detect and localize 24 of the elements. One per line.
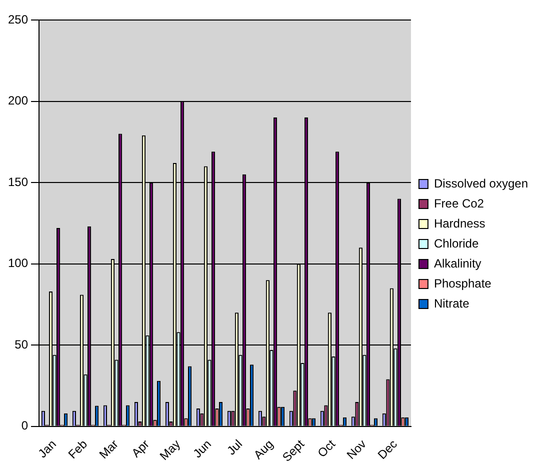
x-tick-label: Oct [314,436,338,460]
y-tick-label: 50 [14,337,28,352]
legend-label: Free Co2 [434,196,484,210]
legend-label: Alkalinity [434,256,482,270]
x-tick-label: Jun [190,437,214,461]
y-tick-label: 0 [21,418,28,433]
x-tick-label: May [157,437,183,463]
legend-label: Phosphate [434,276,492,290]
x-tick-label: Dec [374,437,400,462]
x-tick-label: Feb [65,436,90,462]
legend-label: Hardness [434,216,486,230]
y-tick-label: 150 [8,174,28,189]
y-tick-label: 250 [8,12,28,26]
legend-label: Dissolved oxygen [434,176,528,190]
x-tick-label: Jan [35,437,59,461]
legend-label: Nitrate [434,296,470,310]
x-tick-label: Apr [128,437,152,460]
y-tick-label: 100 [8,256,28,270]
x-tick-label: Nov [344,437,369,462]
legend-label: Chloride [434,236,479,250]
x-tick-label: Jul [224,437,245,458]
x-tick-label: Aug [250,437,276,462]
x-tick-label: Mar [96,437,121,462]
y-tick-label: 200 [8,94,28,108]
